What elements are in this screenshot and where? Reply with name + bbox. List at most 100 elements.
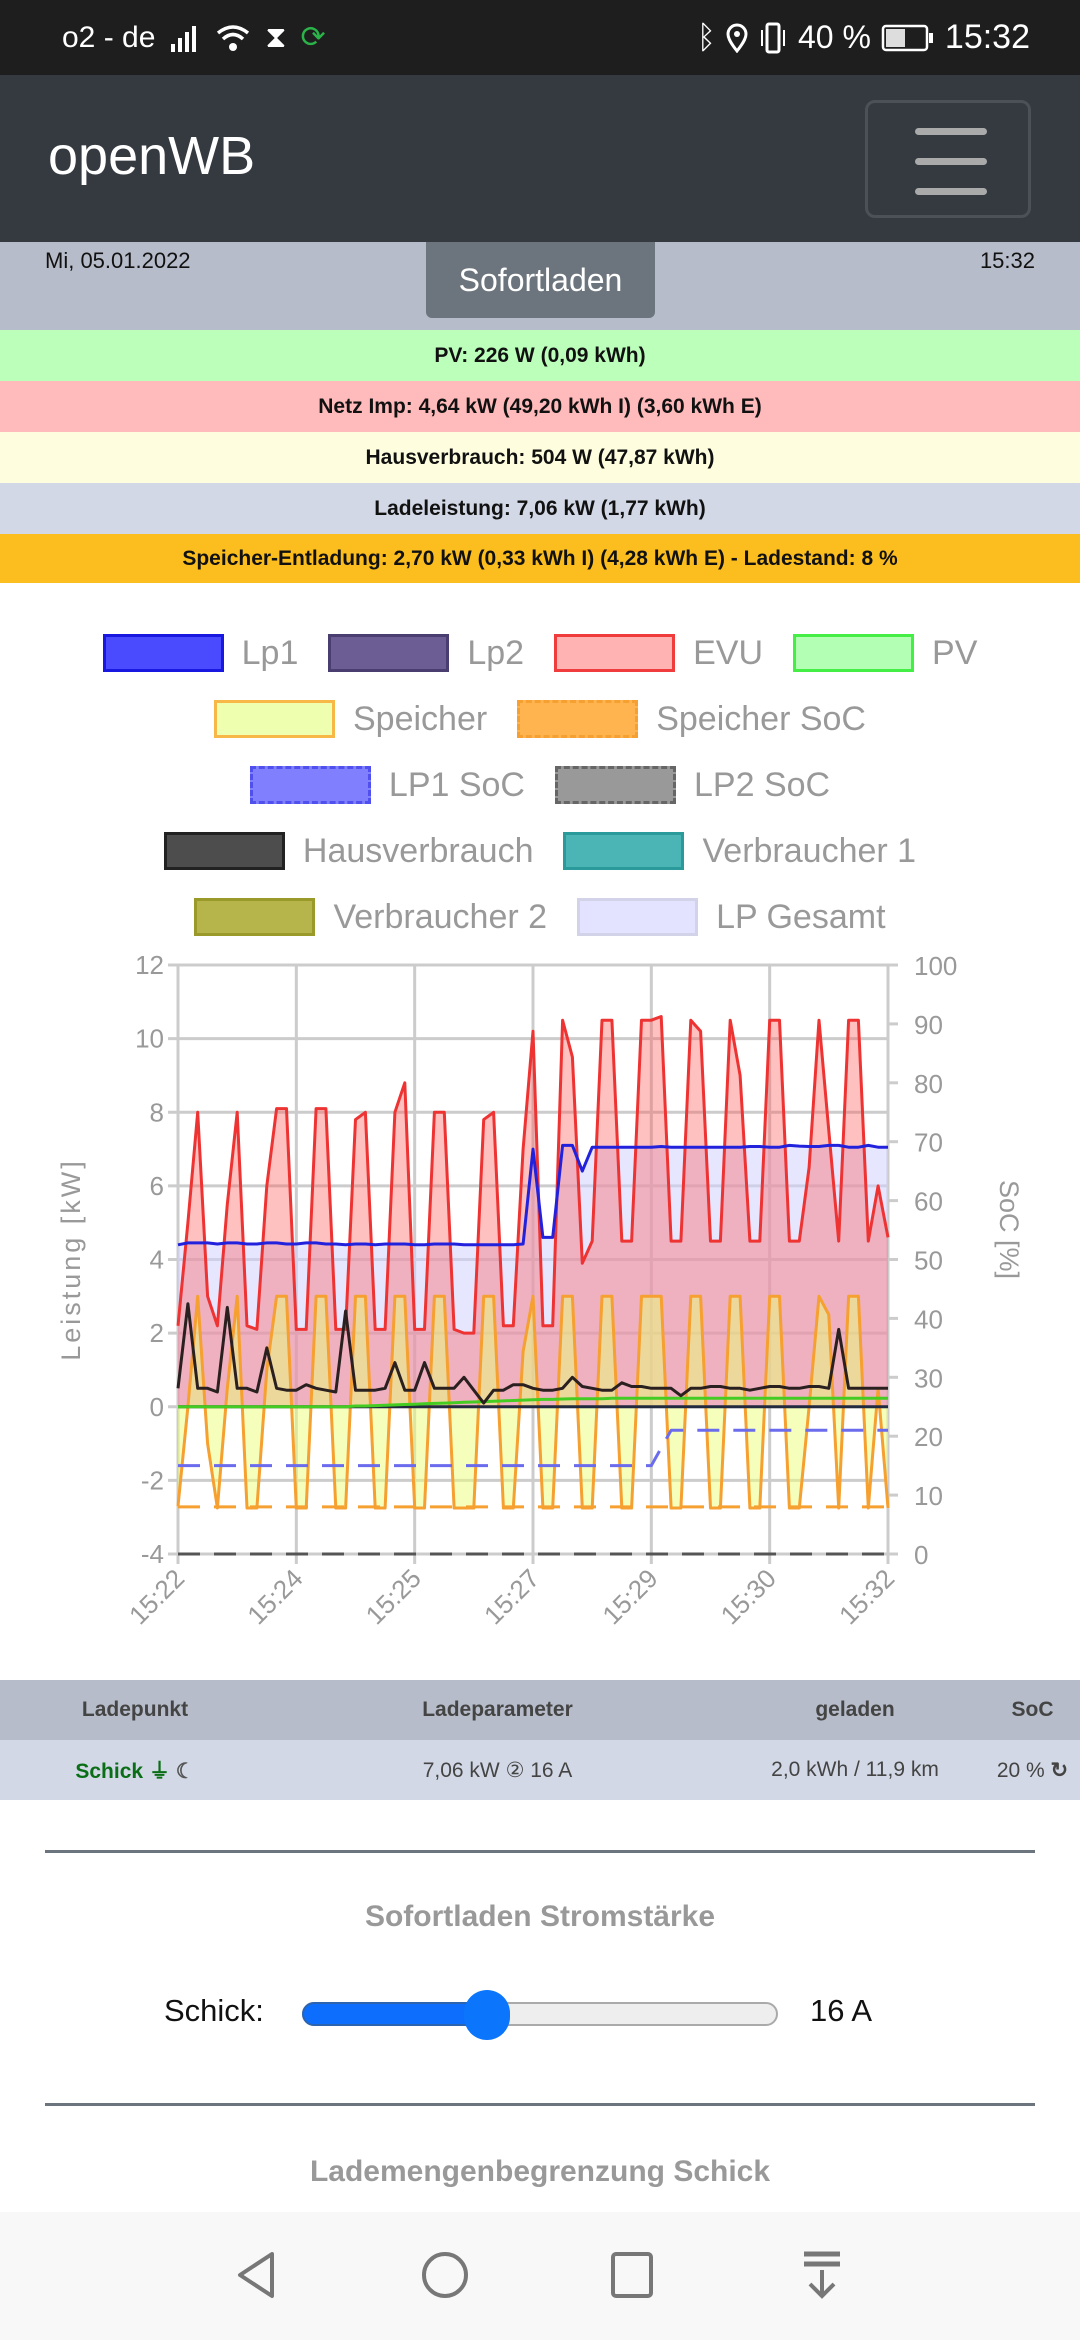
legend-row: LP1 SoC LP2 SoC [0, 752, 1080, 818]
series-line-hausverbrauch [176, 1302, 888, 1405]
y2-tick-label: 60 [914, 1187, 943, 1217]
col-geladen: geladen [815, 1698, 895, 1721]
table-row[interactable]: Schick ⏚ ☾ 7,06 kW ② 16 A 2,0 kWh / 11,9… [0, 1740, 1080, 1800]
legend-swatch [577, 898, 699, 936]
slider-thumb[interactable] [464, 1990, 511, 2040]
legend-item[interactable]: LP Gesamt [577, 898, 886, 937]
col-soc: SoC [1011, 1698, 1054, 1721]
legend-label: LP2 SoC [694, 765, 831, 804]
x-tick-label: 15:24 [241, 1563, 308, 1630]
brand-logo[interactable]: openWB [48, 126, 256, 186]
x-tick-label: 15:27 [478, 1563, 545, 1630]
legend-item[interactable]: Speicher [214, 700, 487, 739]
y2-tick-label: 80 [914, 1069, 943, 1099]
legend-swatch [249, 766, 371, 804]
house-consumption-info: Hausverbrauch: 504 W (47,87 kWh) [0, 432, 1080, 483]
legend-label: Lp1 [241, 633, 299, 672]
app-notification-icon: ⟳ [300, 21, 326, 54]
y2-tick-label: 40 [914, 1304, 943, 1334]
chargepoint-name: Schick [75, 1760, 144, 1783]
legend-swatch [555, 766, 676, 804]
current-slider[interactable] [302, 1990, 778, 2040]
legend-item[interactable]: LP2 SoC [555, 766, 830, 805]
legend-item[interactable]: Lp1 [102, 633, 299, 673]
legend-swatch [793, 634, 915, 672]
bluetooth-icon: ᛒ [696, 19, 716, 55]
date-row: Mi, 05.01.2022 Sofortladen 15:32 [0, 242, 1080, 330]
carrier-label: o2 - de [62, 20, 156, 54]
y-tick-label: 6 [150, 1171, 164, 1201]
series-line-lp1 [177, 1143, 888, 1247]
legend-label: Speicher [353, 699, 488, 738]
hamburger-icon-line [915, 188, 987, 195]
menu-toggle-button[interactable] [865, 100, 1031, 218]
grid-info: Netz Imp: 4,64 kW (49,20 kWh I) (3,60 kW… [0, 381, 1080, 432]
legend-row: Lp1 Lp2 EVU PV [0, 620, 1080, 686]
y2-tick-label: 30 [914, 1363, 943, 1393]
legend-label: Verbraucher 2 [333, 897, 548, 936]
legend-label: Speicher SoC [656, 699, 866, 738]
back-icon[interactable] [234, 2250, 278, 2300]
legend-label: Hausverbrauch [302, 831, 534, 870]
table-header: Ladepunkt Ladeparameter geladen SoC [0, 1680, 1080, 1740]
y-tick-label: 8 [150, 1097, 164, 1127]
legend-label: EVU [693, 633, 764, 672]
status-bar: o2 - de ⧗ ⟳ ᛒ 40 % 15:32 [0, 0, 1080, 75]
y-axis-label: Leistung [kW] [56, 1158, 86, 1361]
charge-point-table: Ladepunkt Ladeparameter geladen SoC Schi… [0, 1680, 1080, 1800]
y-tick-label: 10 [135, 1024, 164, 1054]
current-slider-row: Schick: 16 A [0, 1985, 1080, 2040]
legend-row: Hausverbrauch Verbraucher 1 [0, 818, 1080, 884]
clock: 15:32 [944, 18, 1030, 56]
chart-legend: Lp1 Lp2 EVU PV Speicher Speicher SoC LP1 SoC LP… [0, 620, 1080, 950]
hourglass-icon: ⧗ [265, 20, 287, 54]
wifi-icon [217, 24, 250, 51]
y2-tick-label: 70 [914, 1128, 943, 1158]
refresh-icon[interactable]: ↻ [1050, 1758, 1069, 1782]
signal-icon [171, 25, 197, 52]
charge-params: 7,06 kW ② 16 A [422, 1758, 573, 1782]
battery-percent: 40 % [797, 19, 871, 55]
legend-item[interactable]: Lp2 [328, 634, 524, 673]
x-tick-label: 15:22 [123, 1563, 190, 1630]
y-tick-label: 2 [150, 1318, 164, 1348]
legend-swatch [563, 832, 685, 870]
legend-label: LP1 SoC [388, 765, 525, 804]
legend-item[interactable]: Speicher SoC [517, 700, 866, 739]
legend-item[interactable]: LP1 SoC [249, 765, 525, 805]
series-line-pv [178, 1396, 888, 1409]
soc-value: 20 % [996, 1758, 1045, 1782]
recents-icon[interactable] [610, 2250, 654, 2300]
notification-pulldown-icon[interactable] [800, 2250, 844, 2300]
charging-power-info: Ladeleistung: 7,06 kW (1,77 kWh) [0, 483, 1080, 534]
sofortladen-current-heading: Sofortladen Stromstärke [364, 1900, 716, 1933]
soc-cell: 20 % ↻ [985, 1758, 1080, 1783]
home-icon[interactable] [420, 2250, 470, 2300]
y2-tick-label: 100 [914, 951, 957, 981]
navbar: openWB [0, 75, 1080, 242]
series-fill-speicher [178, 1296, 888, 1508]
y2-tick-label: 20 [914, 1422, 943, 1452]
hamburger-icon [915, 128, 987, 135]
y2-axis-label: SoC [%] [994, 1180, 1024, 1279]
time-label: 15:32 [979, 248, 1035, 273]
y2-tick-label: 50 [914, 1246, 943, 1276]
legend-item[interactable]: PV [793, 634, 977, 673]
charge-mode-button[interactable]: Sofortladen [426, 242, 655, 318]
storage-info: Speicher-Entladung: 2,70 kW (0,33 kWh I)… [0, 534, 1080, 583]
legend-swatch [102, 634, 224, 672]
slider-label: Schick: [164, 1993, 264, 2028]
legend-item[interactable]: EVU [554, 634, 763, 673]
legend-item[interactable]: Verbraucher 1 [563, 832, 916, 871]
power-chart: 121086420-2-4100908070605040302010015:22… [56, 950, 1024, 1630]
battery-icon [881, 24, 933, 51]
legend-item[interactable]: Hausverbrauch [163, 831, 534, 871]
chargepoint-name-cell: Schick ⏚ ☾ [0, 1755, 270, 1785]
legend-row: Speicher Speicher SoC [0, 686, 1080, 752]
charged-amount: 2,0 kWh / 11,9 km [771, 1758, 939, 1781]
x-tick-label: 15:25 [360, 1563, 427, 1630]
legend-label: Verbraucher 1 [702, 831, 917, 870]
legend-item[interactable]: Verbraucher 2 [194, 898, 547, 937]
hamburger-icon-line [915, 158, 987, 165]
legend-row: Verbraucher 2 LP Gesamt [0, 884, 1080, 950]
